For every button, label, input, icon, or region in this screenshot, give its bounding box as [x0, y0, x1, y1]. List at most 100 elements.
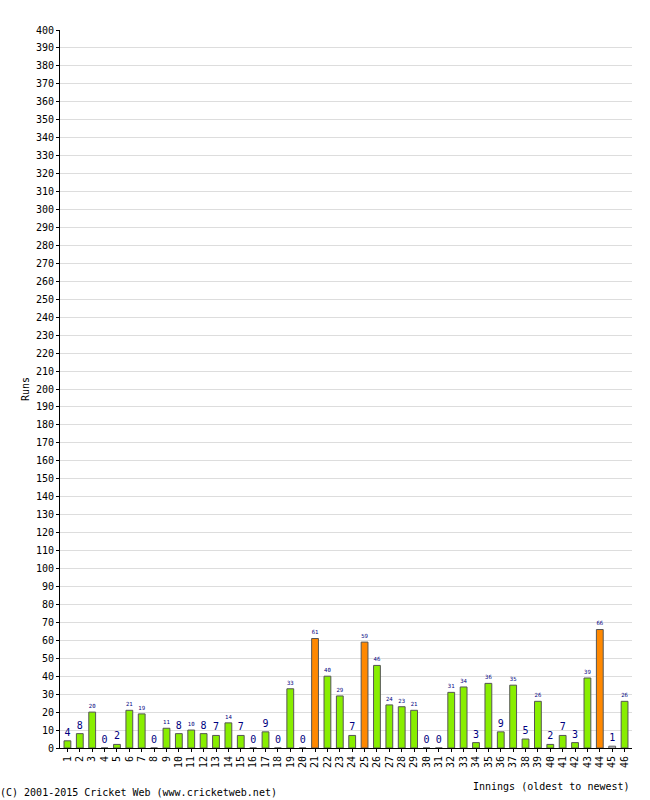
svg-text:26: 26 [371, 756, 382, 768]
svg-text:21: 21 [309, 756, 320, 768]
svg-text:260: 260 [36, 276, 54, 287]
svg-text:2: 2 [74, 756, 85, 762]
svg-text:130: 130 [36, 509, 54, 520]
svg-text:0: 0 [48, 743, 54, 754]
svg-text:5: 5 [111, 756, 122, 762]
svg-text:35: 35 [510, 676, 517, 682]
svg-text:3: 3 [572, 729, 578, 740]
svg-text:14: 14 [223, 756, 234, 768]
svg-text:31: 31 [448, 683, 455, 689]
svg-text:120: 120 [36, 527, 54, 538]
svg-text:35: 35 [483, 756, 494, 768]
svg-text:29: 29 [408, 756, 419, 768]
svg-text:44: 44 [594, 756, 605, 768]
svg-text:280: 280 [36, 240, 54, 251]
svg-text:34: 34 [470, 756, 481, 768]
svg-text:30: 30 [421, 756, 432, 768]
svg-text:60: 60 [42, 635, 54, 646]
svg-text:33: 33 [287, 680, 294, 686]
svg-text:46: 46 [619, 756, 630, 768]
svg-text:12: 12 [198, 756, 209, 768]
svg-text:370: 370 [36, 78, 54, 89]
svg-text:7: 7 [213, 721, 219, 732]
svg-text:360: 360 [36, 96, 54, 107]
svg-text:70: 70 [42, 617, 54, 628]
svg-text:2: 2 [114, 730, 120, 741]
svg-text:100: 100 [36, 563, 54, 574]
svg-text:23: 23 [334, 756, 345, 768]
svg-text:38: 38 [520, 756, 531, 768]
svg-text:(C) 2001-2015 Cricket Web (www: (C) 2001-2015 Cricket Web (www.cricketwe… [0, 787, 277, 798]
svg-text:7: 7 [238, 721, 244, 732]
svg-text:210: 210 [36, 366, 54, 377]
svg-text:20: 20 [89, 703, 96, 709]
svg-text:23: 23 [398, 698, 405, 704]
svg-text:400: 400 [36, 25, 54, 36]
svg-text:19: 19 [285, 756, 296, 768]
svg-text:8: 8 [201, 720, 207, 731]
svg-text:16: 16 [247, 756, 258, 768]
svg-text:11: 11 [185, 756, 196, 768]
svg-text:42: 42 [569, 756, 580, 768]
svg-text:40: 40 [324, 667, 331, 673]
svg-text:7: 7 [136, 756, 147, 762]
svg-text:2: 2 [547, 730, 553, 741]
svg-text:4: 4 [64, 727, 70, 738]
svg-text:180: 180 [36, 419, 54, 430]
svg-text:34: 34 [460, 678, 467, 684]
svg-text:30: 30 [42, 689, 54, 700]
svg-text:40: 40 [545, 756, 556, 768]
svg-text:10: 10 [188, 721, 195, 727]
svg-text:26: 26 [535, 692, 542, 698]
svg-text:50: 50 [42, 653, 54, 664]
svg-text:7: 7 [349, 721, 355, 732]
svg-text:7: 7 [560, 721, 566, 732]
svg-text:6: 6 [124, 756, 135, 762]
svg-text:Runs: Runs [20, 377, 31, 401]
svg-text:220: 220 [36, 348, 54, 359]
svg-text:330: 330 [36, 150, 54, 161]
svg-text:19: 19 [138, 705, 145, 711]
svg-text:8: 8 [77, 720, 83, 731]
svg-text:36: 36 [495, 756, 506, 768]
svg-text:310: 310 [36, 186, 54, 197]
svg-text:5: 5 [523, 725, 529, 736]
svg-text:240: 240 [36, 312, 54, 323]
svg-text:9: 9 [263, 718, 269, 729]
svg-text:290: 290 [36, 222, 54, 233]
svg-text:140: 140 [36, 491, 54, 502]
svg-text:24: 24 [386, 696, 393, 702]
svg-text:3: 3 [86, 756, 97, 762]
svg-text:13: 13 [210, 756, 221, 768]
svg-text:36: 36 [485, 674, 492, 680]
svg-text:0: 0 [436, 734, 442, 745]
svg-text:39: 39 [584, 669, 591, 675]
svg-text:1: 1 [609, 732, 615, 743]
svg-text:380: 380 [36, 60, 54, 71]
svg-text:300: 300 [36, 204, 54, 215]
svg-text:8: 8 [176, 720, 182, 731]
svg-text:37: 37 [507, 756, 518, 768]
svg-text:390: 390 [36, 42, 54, 53]
svg-text:17: 17 [260, 756, 271, 768]
svg-text:27: 27 [384, 756, 395, 768]
svg-text:170: 170 [36, 437, 54, 448]
svg-text:150: 150 [36, 473, 54, 484]
svg-text:1: 1 [62, 756, 73, 762]
svg-text:61: 61 [312, 629, 319, 635]
svg-text:66: 66 [596, 620, 603, 626]
svg-text:21: 21 [411, 701, 418, 707]
svg-text:25: 25 [359, 756, 370, 768]
svg-text:9: 9 [498, 718, 504, 729]
svg-text:39: 39 [532, 756, 543, 768]
svg-text:40: 40 [42, 671, 54, 682]
svg-text:32: 32 [445, 756, 456, 768]
svg-text:250: 250 [36, 294, 54, 305]
svg-text:190: 190 [36, 401, 54, 412]
svg-text:41: 41 [557, 756, 568, 768]
svg-text:340: 340 [36, 132, 54, 143]
svg-text:45: 45 [606, 756, 617, 768]
svg-text:230: 230 [36, 330, 54, 341]
svg-text:33: 33 [458, 756, 469, 768]
svg-text:26: 26 [621, 692, 628, 698]
